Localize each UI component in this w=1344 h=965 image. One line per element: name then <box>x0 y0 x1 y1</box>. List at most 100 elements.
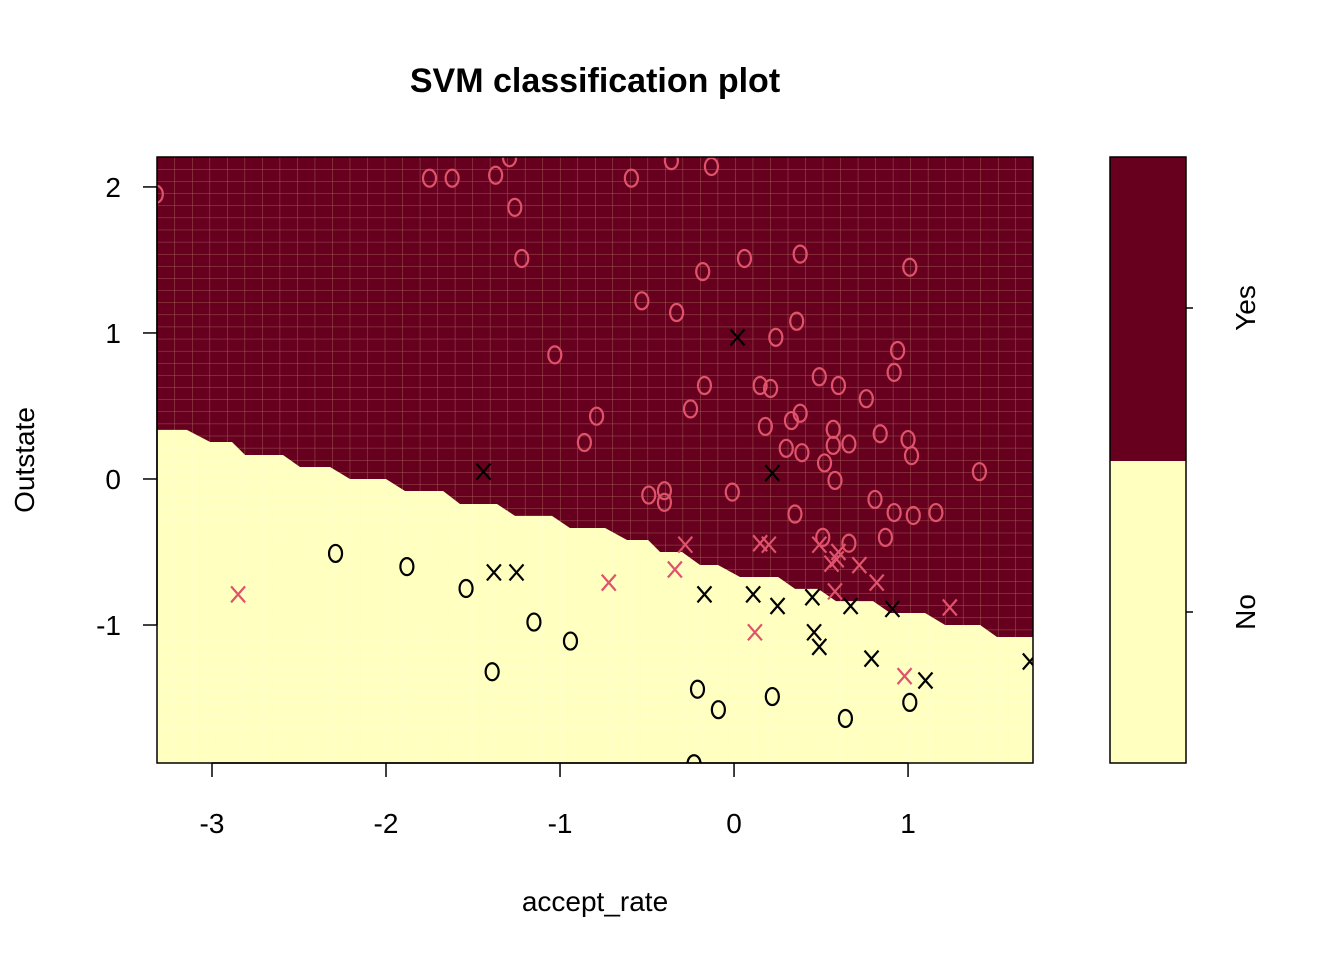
data-point <box>841 434 857 454</box>
support-vector-point <box>764 464 781 482</box>
support-vector-point <box>667 560 683 579</box>
data-point <box>488 165 504 185</box>
data-point <box>686 754 702 763</box>
data-points <box>157 157 1033 763</box>
data-point <box>811 367 827 387</box>
data-point <box>830 375 847 396</box>
data-point <box>327 543 344 564</box>
data-point <box>903 446 920 466</box>
support-vector-point <box>696 585 713 604</box>
legend-label-yes: Yes <box>1230 285 1261 331</box>
data-point <box>825 435 841 455</box>
data-point <box>792 244 808 264</box>
y-tick-label: 0 <box>105 464 121 495</box>
data-point <box>656 481 673 501</box>
plot-area <box>157 157 1033 763</box>
support-vector-point <box>747 623 763 642</box>
support-vector-point <box>811 638 828 656</box>
support-vector-point <box>917 671 934 690</box>
support-vector-point <box>830 543 847 561</box>
data-point <box>872 424 888 444</box>
no-region-grid <box>157 429 1033 763</box>
data-point <box>623 168 639 188</box>
data-point <box>444 168 460 188</box>
legend-border <box>1109 156 1187 764</box>
y-tick-label: 1 <box>105 318 121 349</box>
support-vector-point <box>863 649 880 668</box>
support-vector-point <box>486 563 502 582</box>
data-point <box>703 157 720 177</box>
data-point <box>669 302 685 323</box>
support-vector-point <box>729 328 746 347</box>
legend-label-no: No <box>1230 594 1261 630</box>
data-point <box>971 462 988 482</box>
chart-title: SVM classification plot <box>410 62 780 100</box>
x-tick-label: 1 <box>900 808 916 839</box>
support-vector-point <box>230 585 246 604</box>
data-point <box>641 485 657 505</box>
data-point <box>816 453 833 473</box>
data-point <box>710 700 726 720</box>
data-point <box>724 482 740 502</box>
data-point <box>886 362 902 382</box>
data-point <box>562 631 579 651</box>
support-vector-point <box>811 535 828 554</box>
data-point <box>905 505 921 526</box>
data-point <box>762 378 779 399</box>
support-vector-point <box>827 582 843 601</box>
support-vector-point <box>769 597 786 615</box>
data-point <box>576 432 592 453</box>
x-tick-label: -3 <box>200 808 225 839</box>
data-point <box>588 406 605 426</box>
data-point <box>757 416 773 437</box>
data-point <box>752 375 768 396</box>
data-point <box>689 679 706 699</box>
data-point <box>877 527 894 547</box>
data-point <box>764 686 780 707</box>
data-point <box>768 327 784 347</box>
x-tick-label: -1 <box>548 808 573 839</box>
data-point <box>526 612 542 632</box>
data-point <box>547 345 563 365</box>
support-vector-point <box>823 554 840 573</box>
data-point <box>827 470 843 491</box>
legend: Yes No <box>1109 156 1261 764</box>
data-point <box>634 291 650 311</box>
data-point <box>789 311 805 331</box>
support-vector-point <box>896 667 913 685</box>
data-point <box>815 527 831 547</box>
support-vector-point <box>842 597 859 615</box>
data-point <box>902 257 918 277</box>
data-point <box>682 399 699 419</box>
support-vector-point <box>851 556 868 574</box>
y-tick-label: -1 <box>96 610 121 641</box>
data-point <box>656 492 673 512</box>
x-tick-label: 0 <box>726 808 742 839</box>
data-point <box>514 248 530 269</box>
x-tick-label: -2 <box>374 808 399 839</box>
data-point <box>399 556 415 577</box>
support-vector-point <box>475 462 492 481</box>
x-axis-label: accept_rate <box>522 886 668 917</box>
support-vector-point <box>745 585 762 604</box>
data-point <box>458 578 474 599</box>
support-vector-point <box>884 600 901 618</box>
support-vector-point <box>508 563 525 582</box>
axes: -3 -2 -1 0 1 -1 0 1 2 <box>96 172 916 839</box>
data-point <box>778 438 794 458</box>
data-point <box>886 502 902 523</box>
data-point <box>890 340 906 361</box>
data-point <box>783 410 800 431</box>
data-point <box>928 502 944 523</box>
data-point <box>695 262 711 282</box>
support-vector-point <box>941 598 958 617</box>
data-point <box>507 197 523 217</box>
data-point <box>841 533 857 553</box>
data-point <box>867 489 883 510</box>
support-vector-point <box>600 573 617 592</box>
data-point <box>736 248 753 269</box>
data-point <box>794 443 810 463</box>
legend-no-swatch <box>1110 461 1186 763</box>
data-point <box>902 692 918 713</box>
